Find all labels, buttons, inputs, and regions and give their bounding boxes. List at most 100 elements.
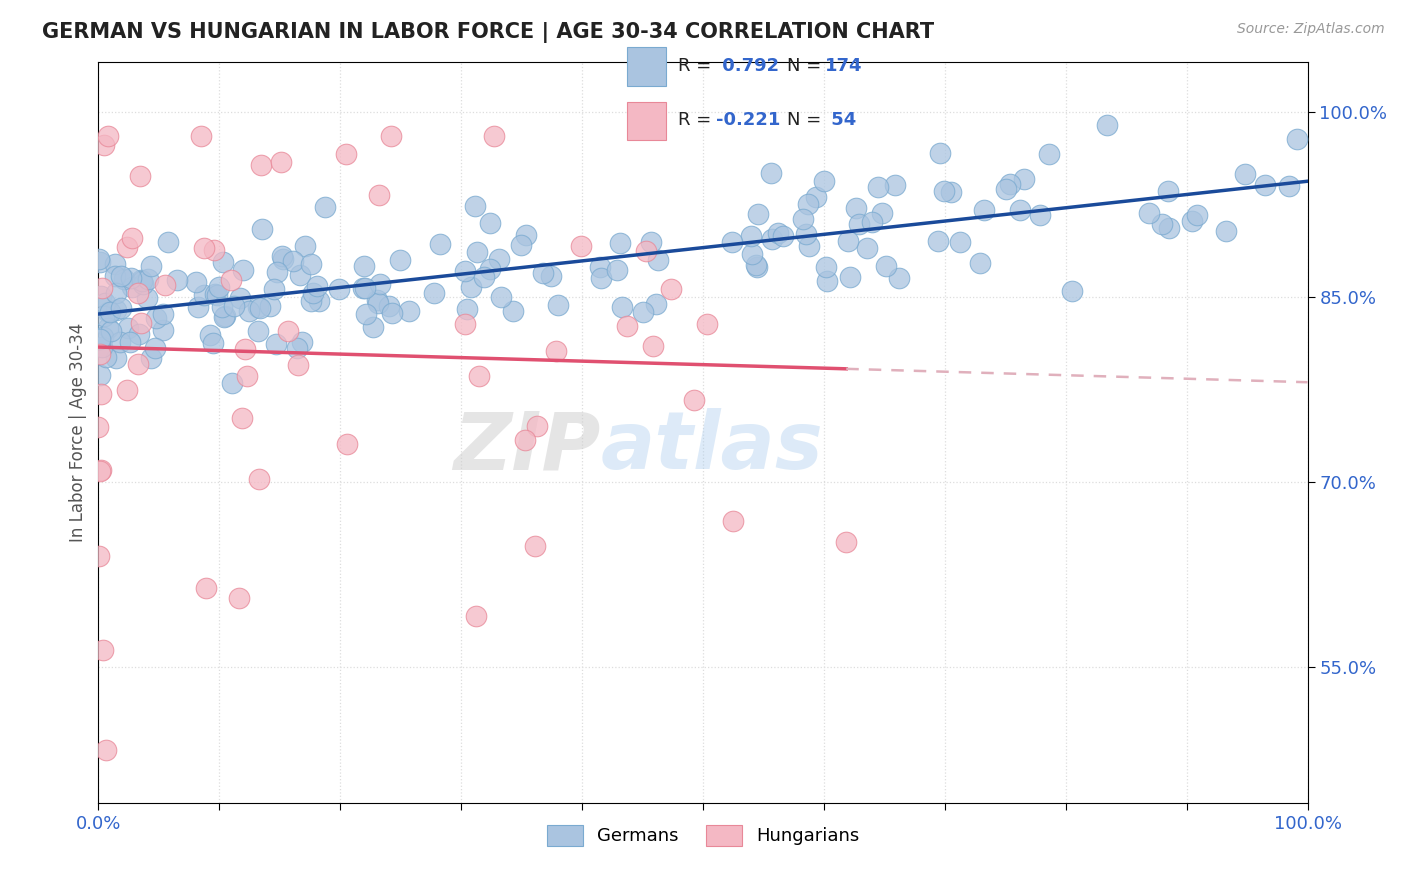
Bar [627, 102, 666, 140]
Point [659, 282, 682, 296]
Point [104, 257, 127, 271]
Point [610, 300, 633, 314]
Text: N =: N = [787, 57, 827, 75]
Text: Source: ZipAtlas.com: Source: ZipAtlas.com [1237, 22, 1385, 37]
Point [232, 263, 254, 277]
Point [127, 286, 149, 301]
Point [488, 252, 510, 266]
Point [513, 433, 536, 447]
Point [285, 341, 308, 355]
Point [645, 297, 668, 311]
Point [1278, 179, 1301, 194]
Point [314, 201, 336, 215]
Point [870, 206, 893, 220]
Point [1234, 167, 1257, 181]
Text: R =: R = [678, 57, 717, 75]
Point [380, 129, 402, 144]
Point [195, 581, 218, 595]
Point [837, 234, 859, 248]
Point [305, 279, 328, 293]
Point [1159, 221, 1181, 235]
Point [135, 291, 157, 305]
Point [353, 281, 375, 295]
Point [104, 285, 127, 300]
Point [465, 245, 488, 260]
Point [153, 277, 176, 292]
Point [647, 252, 669, 267]
Point [281, 253, 304, 268]
Point [949, 235, 972, 249]
Point [759, 166, 782, 180]
Point [761, 232, 783, 246]
Point [212, 255, 235, 269]
Point [152, 323, 174, 337]
Point [456, 302, 478, 317]
Point [472, 269, 495, 284]
Point [270, 154, 292, 169]
Point [640, 235, 662, 250]
Point [120, 335, 142, 350]
Point [589, 260, 612, 274]
Point [246, 300, 269, 314]
Point [93, 137, 115, 152]
Point [589, 270, 612, 285]
Y-axis label: In Labor Force | Age 30-34: In Labor Force | Age 30-34 [69, 323, 87, 542]
Point [127, 358, 149, 372]
Point [772, 228, 794, 243]
Point [87, 549, 110, 563]
Point [299, 257, 322, 271]
Point [866, 180, 889, 194]
Point [641, 339, 664, 353]
Text: GERMAN VS HUNGARIAN IN LABOR FORCE | AGE 30-34 CORRELATION CHART: GERMAN VS HUNGARIAN IN LABOR FORCE | AGE… [42, 22, 935, 44]
Point [792, 212, 814, 227]
Point [683, 392, 706, 407]
Point [606, 262, 628, 277]
Point [156, 235, 179, 249]
Point [277, 324, 299, 338]
Point [97, 321, 120, 335]
Point [198, 327, 221, 342]
Point [184, 275, 207, 289]
Point [190, 129, 212, 144]
Point [121, 231, 143, 245]
Point [96, 350, 118, 364]
Point [238, 304, 260, 318]
Point [112, 272, 135, 286]
Point [515, 227, 537, 242]
Point [366, 293, 388, 307]
Point [353, 260, 375, 274]
Point [352, 281, 374, 295]
Point [745, 258, 768, 272]
Point [1097, 118, 1119, 132]
Point [454, 264, 477, 278]
Point [478, 262, 501, 277]
Point [468, 368, 491, 383]
Point [246, 324, 269, 338]
Point [398, 303, 420, 318]
Point [1028, 209, 1050, 223]
Point [91, 642, 114, 657]
Point [90, 281, 112, 295]
Point [860, 215, 883, 229]
Point [233, 342, 256, 356]
Point [616, 318, 638, 333]
Text: 0.792: 0.792 [716, 57, 779, 75]
Point [1181, 214, 1204, 228]
Text: ZIP: ZIP [453, 409, 600, 486]
Point [231, 410, 253, 425]
Point [291, 335, 314, 350]
Point [263, 282, 285, 296]
Point [89, 255, 111, 269]
Point [128, 326, 150, 341]
Point [835, 535, 858, 549]
Point [270, 249, 292, 263]
Point [100, 324, 122, 338]
Text: atlas: atlas [600, 409, 823, 486]
Point [89, 464, 111, 478]
Point [308, 294, 330, 309]
Point [302, 286, 325, 301]
Point [287, 358, 309, 372]
Point [249, 472, 271, 486]
Point [423, 286, 446, 301]
Point [266, 265, 288, 279]
